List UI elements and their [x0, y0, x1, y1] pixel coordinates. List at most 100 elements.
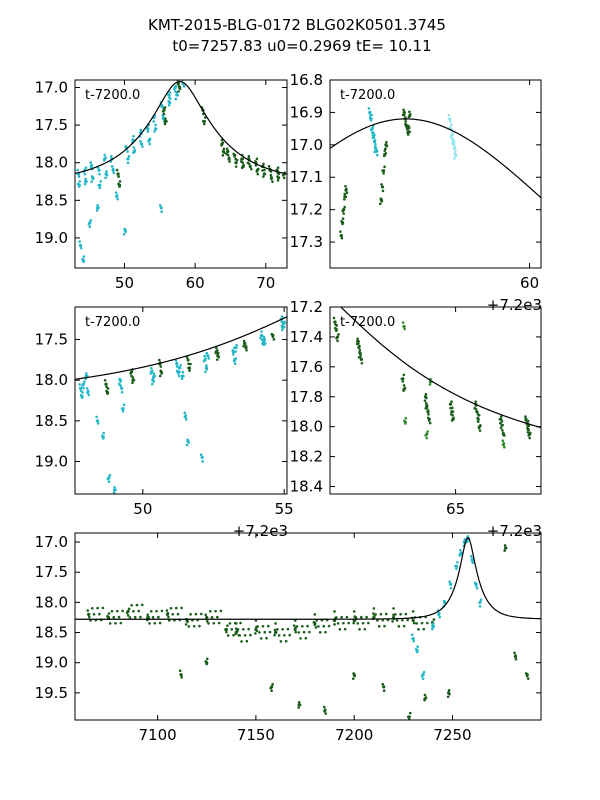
data-point-jitter [177, 90, 180, 93]
data-point-jitter [158, 358, 161, 362]
data-point-jitter [372, 136, 376, 139]
data-point-jitter [469, 554, 473, 558]
data-point-jitter [85, 372, 88, 375]
band-point [322, 624, 326, 628]
data-point-jitter [150, 366, 153, 370]
data-point-jitter [102, 431, 106, 435]
data-point-jitter [112, 491, 116, 494]
data-point-jitter [422, 670, 426, 674]
data-point-jitter [343, 197, 346, 201]
data-point-jitter [406, 715, 410, 719]
band-point [119, 621, 123, 625]
band-point [281, 627, 284, 631]
data-point-jitter [420, 674, 424, 678]
data-point-jitter [375, 153, 379, 157]
data-point-jitter [187, 366, 190, 370]
data-point-jitter [402, 384, 406, 387]
data-point-jitter [203, 354, 206, 358]
data-point-jitter [334, 329, 338, 333]
band-point [155, 609, 158, 613]
data-point-jitter [402, 389, 405, 392]
data-point-jitter [85, 387, 89, 390]
band-point [239, 621, 242, 625]
band-point [240, 640, 243, 643]
band-point [110, 609, 114, 613]
band-point [114, 621, 117, 625]
data-point-jitter [450, 400, 453, 403]
data-point-jitter [294, 630, 298, 634]
y-tick-label: 17.0 [35, 533, 68, 551]
data-point-jitter [178, 87, 182, 91]
data-point-jitter [81, 257, 84, 261]
data-point-jitter [107, 480, 111, 483]
data-point-jitter [425, 396, 428, 400]
data-point-jitter [500, 419, 504, 423]
data-point-jitter [357, 342, 360, 345]
band-point [189, 613, 192, 616]
data-point-jitter [234, 350, 237, 353]
data-point-jitter [117, 175, 120, 178]
data-point-jitter [132, 378, 136, 382]
band-point [149, 609, 153, 613]
band-point [365, 615, 368, 619]
data-point-jitter [82, 255, 86, 258]
plot-area [75, 315, 287, 494]
data-point-jitter [215, 358, 219, 361]
band-point [245, 639, 249, 643]
data-point-jitter [313, 623, 317, 627]
data-point-jitter [146, 613, 150, 617]
band-point [426, 621, 429, 625]
band-point [284, 639, 288, 643]
band-point [126, 610, 130, 613]
data-point-jitter [498, 417, 502, 421]
data-point-jitter [423, 698, 426, 702]
data-point-jitter [183, 411, 187, 415]
x-tick-label: 55 [275, 500, 294, 518]
data-point-jitter [262, 335, 266, 339]
data-point-jitter [263, 339, 266, 343]
data-point-jitter [503, 549, 506, 552]
data-point-jitter [102, 158, 106, 162]
data-point-jitter [503, 544, 507, 547]
data-point-jitter [528, 436, 531, 440]
data-point-jitter [105, 174, 109, 177]
data-point-jitter [479, 598, 483, 602]
band-point [158, 621, 162, 625]
data-point-jitter [425, 404, 429, 408]
data-point-jitter [524, 415, 527, 418]
data-point-jitter [78, 180, 82, 183]
data-point-jitter [243, 342, 247, 346]
data-point-jitter [160, 372, 164, 375]
data-point-jitter [425, 436, 429, 440]
data-point-jitter [502, 431, 505, 435]
band-point [374, 613, 377, 616]
data-point-jitter [359, 355, 362, 359]
band-point [268, 630, 272, 634]
data-point-jitter [501, 423, 504, 427]
data-point-jitter [76, 168, 79, 172]
data-point-jitter [342, 212, 345, 215]
data-point-jitter [147, 140, 150, 143]
data-point-jitter [153, 130, 156, 133]
y-tick-label: 16.9 [290, 103, 323, 121]
data-point-jitter [374, 142, 377, 146]
band-point [108, 622, 112, 625]
band-point [402, 624, 406, 628]
band-point [406, 618, 409, 622]
y-tick-label: 19.0 [35, 229, 68, 247]
data-point-jitter [403, 419, 406, 423]
data-point-jitter [474, 400, 477, 403]
data-point-jitter [221, 154, 225, 157]
data-point-jitter [450, 123, 453, 127]
data-point-jitter [96, 203, 99, 207]
data-point-jitter [424, 434, 428, 437]
data-point-jitter [264, 342, 267, 345]
data-point-jitter [162, 117, 165, 121]
data-point-jitter [80, 396, 84, 400]
data-point-jitter [527, 424, 531, 428]
data-point-jitter [431, 622, 435, 626]
data-point-jitter [478, 601, 481, 604]
plot-area [330, 107, 541, 240]
data-point-jitter [133, 148, 137, 152]
